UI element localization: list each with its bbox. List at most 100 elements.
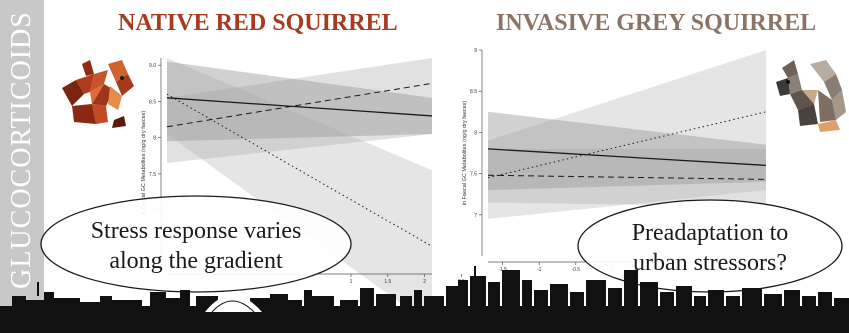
squirrel-facet [810,60,836,82]
skyline-building [640,282,658,308]
squirrel-facet [108,86,122,110]
series-line-dotted [166,93,433,247]
squirrel-facet [72,104,96,124]
skyline-building [742,288,762,308]
squirrel-facet [798,104,818,126]
squirrel-facet [802,90,818,104]
skyline-building [80,302,100,308]
skyline-building [502,270,520,308]
skyline-building [726,296,740,308]
ci-band-dotted [488,50,766,219]
skyline-building [676,286,692,308]
skyline-building [414,290,422,308]
skyline-building [424,296,444,308]
squirrel-eye [120,76,124,80]
skyline-building [446,286,458,308]
native-bubble-shape [40,195,352,293]
y-tick-label: 8.5 [470,89,477,95]
skyline-building [26,300,44,308]
invasive-bubble-line: urban stressors? [633,250,787,276]
city-skyline [0,266,849,333]
skyline-building [376,294,396,308]
squirrel-facet [112,116,126,128]
squirrel-facet [818,90,836,122]
skyline-spire [474,266,476,278]
ci-band-dashed [167,58,432,163]
skyline-building [522,280,532,308]
skyline-building [150,292,166,308]
y-tick-label: 9 [474,48,477,54]
x-tick-label: 1.5 [384,279,391,285]
squirrel-facet [76,74,94,94]
squirrel-facet [790,90,814,110]
ci-band-solid [167,61,432,142]
y-tick-label: 8.5 [149,99,156,105]
native-bubble-line: along the gradient [109,248,283,274]
skyline-spire [37,282,39,296]
native-chart-title: NATIVE RED SQUIRREL [118,10,398,36]
skyline-building [360,288,374,308]
squirrel-facet [82,60,94,76]
skyline-building [458,280,468,308]
ci-band-dotted [167,58,432,326]
skyline-building [608,288,622,308]
chart-1: 77.588.59-1.5-1-0.50ln Faecal GC Metabol… [462,48,767,274]
y-tick-label: 9.0 [149,63,156,69]
red-squirrel-icon [62,60,134,128]
invasive-bubble: Preadaptation to urban stressors? [577,199,843,293]
skyline-building [818,292,832,308]
side-band [0,0,44,333]
y-axis-label: ln Faecal GC Metabolites (ng/g dry faece… [462,101,468,206]
squirrel-facet [62,80,84,106]
skyline-building [180,290,190,308]
skyline-building [570,292,584,308]
skyline-building [660,292,674,308]
skyline-building [488,282,500,308]
skyline-building [550,284,568,308]
squirrel-eye [786,80,790,84]
skyline-building [784,290,800,308]
x-tick-label: -0.5 [571,267,580,273]
squirrel-facet [818,120,840,132]
y-axis-label: ln Faecal GC Metabolites (ng/g dry faece… [141,111,147,216]
squirrel-facet [788,74,802,94]
y-tick-label: 7.5 [470,172,477,178]
squirrel-facet [832,90,846,120]
native-bubble-line: Stress response varies [91,218,302,244]
skyline-building [288,300,302,308]
skyline-building [100,296,112,308]
ci-band-dashed [488,148,766,207]
skyline-building [764,294,782,308]
squirrel-facet [824,74,842,100]
skyline-building [624,270,638,308]
skyline-building [12,296,26,308]
y-tick-label: 8 [474,130,477,136]
skyline-building [802,296,816,308]
squirrel-facet [90,70,108,92]
squirrel-facet [90,84,104,104]
skyline-building [304,290,312,308]
series-line-solid [487,148,767,167]
x-tick-label: 1 [350,279,353,285]
skyline-building [534,290,548,308]
y-tick-label: 7 [474,213,477,219]
skyline-base [0,306,849,333]
skyline-dome [205,295,262,312]
skyline-building [166,298,180,308]
skyline-building [708,290,724,308]
invasive-bubble-line: Preadaptation to [632,220,789,246]
squirrel-facet [116,74,134,96]
native-bubble: Stress response varies along the gradient [40,195,352,293]
skyline-building [694,296,706,308]
skyline-building [54,298,80,308]
squirrel-facet [782,60,798,78]
skyline-dome-arch [211,300,255,313]
skyline-building [312,296,334,308]
skyline-building [586,280,606,308]
invasive-bubble-shape [577,199,843,293]
skyline-building [270,294,288,308]
ci-band-solid [488,111,766,191]
x-tick-label: -1 [537,267,542,273]
